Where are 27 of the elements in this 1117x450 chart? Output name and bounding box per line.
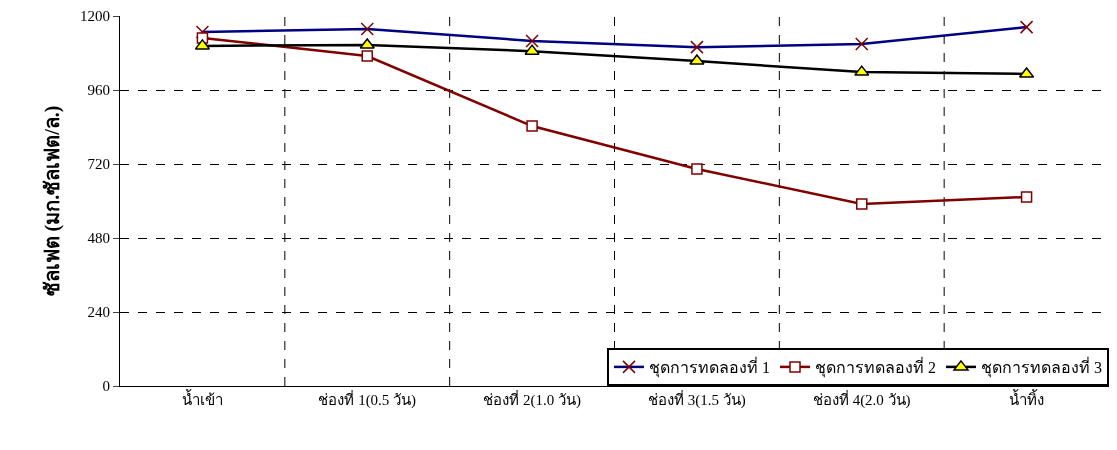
legend-label: ชุดการทดลองที่ 1 — [649, 356, 770, 379]
legend-label: ชุดการทดลองที่ 2 — [815, 356, 936, 379]
y-tick-label: 480 — [87, 230, 110, 247]
point — [525, 34, 539, 48]
point — [690, 40, 704, 54]
point — [360, 22, 374, 36]
y-tick-label: 720 — [87, 156, 110, 173]
point — [195, 25, 210, 39]
y-tick-label: 960 — [87, 82, 110, 99]
point — [1019, 20, 1034, 34]
x-tick-label: ช่องที่ 2(1.0 วัน) — [483, 389, 581, 409]
point — [855, 37, 869, 51]
y-axis-title: ซัลเฟต (มก.ซัลเฟต/ล.) — [40, 105, 64, 297]
point — [856, 198, 868, 210]
y-tick-label: 0 — [102, 378, 110, 395]
x-tick-label: น้ำทิ้ง — [1009, 389, 1045, 408]
legend-label: ชุดการทดลองที่ 3 — [981, 356, 1102, 379]
point — [361, 50, 373, 62]
point — [526, 120, 538, 132]
x-tick-label: ช่องที่ 4(2.0 วัน) — [812, 389, 911, 409]
x-tick-label: ช่องที่ 3(1.5 วัน) — [648, 389, 746, 409]
point — [1020, 191, 1033, 203]
y-tick-label: 240 — [87, 304, 110, 321]
x-tick-label: ช่องที่ 1(0.5 วัน) — [318, 389, 417, 409]
x-tick-label: น้ำเข้า — [181, 389, 223, 408]
y-tick-label: 1200 — [80, 8, 110, 25]
point — [691, 163, 703, 175]
